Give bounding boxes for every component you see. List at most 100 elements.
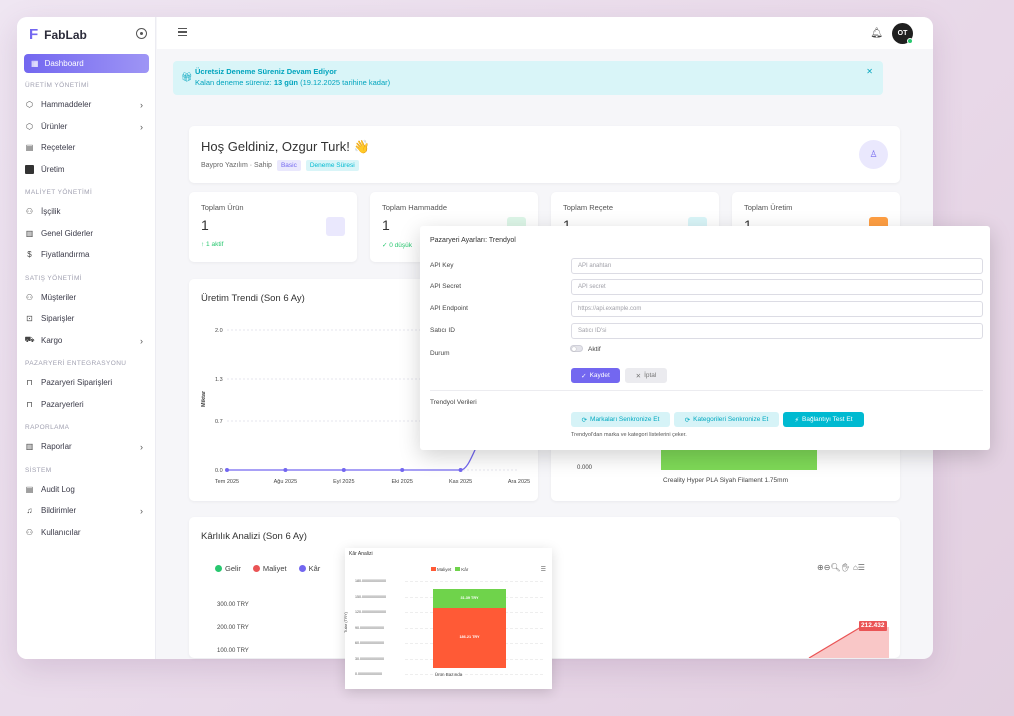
sidebar-item-audit-log[interactable]: ▤ Audit Log [24,479,149,501]
x-tick-label: Eki 2025 [391,479,412,485]
profit-title: Kârlılık Analizi (Son 6 Ay) [201,531,307,542]
sync-categories-label: Kategorileri Senkronize Et [693,416,769,423]
mini-title: Kâr Analizi [349,551,373,557]
active-toggle[interactable] [570,345,583,352]
sidebar-item-genel-giderler[interactable]: ▥ Genel Giderler [24,223,149,245]
alert-text: Kalan deneme süreniz: 13 gün (19.12.2025… [195,78,390,87]
refresh-icon: ⟳ [581,416,588,424]
menu-icon[interactable]: ☰ [540,567,546,573]
stat-icon [326,217,345,236]
save-button[interactable]: ✓ Kaydet [571,368,620,383]
sidebar-item-label: Genel Giderler [41,228,94,238]
factory-icon [25,164,34,174]
sidebar-item-label: Kargo [41,335,63,345]
mini-y-tick: 60.000000000000 [355,641,384,645]
stat-value: 1 [744,217,752,233]
seller-id-input[interactable]: Satıcı ID'si [571,323,983,339]
bell-icon: ♫ [26,506,33,516]
store-icon: ⊓ [26,399,33,409]
bell-icon[interactable]: 🔔︎ [870,28,883,39]
mini-y-tick: 150.000000000000 [355,594,386,599]
sidebar-item-pazaryeri-siparisleri[interactable]: ⊓ Pazaryeri Siparişleri [24,372,149,394]
modal-title: Pazaryeri Ayarları: Trendyol [430,237,516,244]
trial-alert: 🎁︎ Ücretsiz Deneme Süreniz Devam Ediyor … [173,61,883,95]
field-label: API Key [430,262,454,269]
logo-name: FabLab [44,27,87,42]
field-label: Satıcı ID [430,327,455,334]
sidebar-item-kullanicilar[interactable]: ⚇ Kullanıcılar [24,522,149,544]
sidebar-item-label: Dashboard [44,59,84,68]
x-tick-label: Ağu 2025 [274,479,298,485]
data-point[interactable] [341,468,346,472]
chevron-right-icon: › [140,100,143,110]
sidebar-item-receteler[interactable]: ▤ Reçeteler [24,137,149,159]
cost-bar [433,608,506,668]
field-row: API Key API anahtarı [430,258,983,274]
sync-categories-button[interactable]: ⟳ Kategorileri Senkronize Et [674,412,779,427]
alert-suffix: (19.12.2025 tarihine kadar) [297,78,391,87]
legend-maliyet[interactable]: Maliyet [252,564,287,573]
data-point[interactable] [283,468,288,472]
sidebar-item-label: Fiyatlandırma [41,250,90,260]
sidebar-item-urunler[interactable]: ⬡ Ürünler › [24,116,149,138]
api-endpoint-input[interactable]: https://api.example.com [571,301,983,317]
test-connection-button[interactable]: ⚡︎ Bağlantıyı Test Et [783,412,864,427]
api-secret-input[interactable]: API secret [571,279,983,295]
cost-line [808,626,862,658]
sidebar-item-raporlar[interactable]: ▥ Raporlar › [24,436,149,458]
mini-y-tick: 30.000000000000 [355,656,384,661]
menu-icon[interactable] [178,28,187,38]
sidebar-item-bildirimler[interactable]: ♫ Bildirimler › [24,500,149,522]
trial-badge: Deneme Süresi [305,160,359,171]
x-tick-label: Eyl 2025 [333,479,354,485]
y-tick: 300.00 TRY [217,602,249,608]
plug-icon: ⚡︎ [794,416,800,424]
divider [430,390,983,391]
sidebar-item-dashboard[interactable]: ▦ Dashboard [24,54,149,73]
sidebar-item-kargo[interactable]: ⛟ Kargo › [24,330,149,352]
api-key-input[interactable]: API anahtarı [571,258,983,274]
y-tick: 200.00 TRY [217,625,249,631]
legend-kar[interactable]: Kâr [298,564,320,573]
chart-toolbar[interactable]: ⊕⊖🔍︎✋︎ ⌂☰ [817,563,865,572]
test-label: Bağlantıyı Test Et [802,416,853,423]
stat-label: Toplam Reçete [563,203,614,212]
data-point[interactable] [400,468,405,472]
grid-icon: ▦ [31,59,39,68]
y-tick-label: 0.0 [215,468,223,474]
sidebar-item-label: Reçeteler [41,143,76,153]
legend-gelir[interactable]: Gelir [215,564,241,573]
data-point[interactable] [225,468,229,472]
users-icon: ⚇ [25,207,34,217]
sidebar-item-label: Müşteriler [41,292,77,302]
sidebar-item-label: Pazaryerleri [41,399,84,409]
profit-area [808,621,889,658]
sidebar-item-fiyatlandirma[interactable]: $ Fiyatlandırma [24,244,149,266]
sidebar-item-musteriler[interactable]: ⚇ Müşteriler [24,287,149,309]
data-point[interactable] [458,468,463,472]
sidebar-item-label: Raporlar [41,442,72,452]
avatar[interactable]: OT [892,23,913,44]
field-label: API Secret [430,283,462,290]
y-axis-label: Miktar [201,390,207,407]
chevron-right-icon: › [140,335,143,346]
trend-chart: 0.0 0.7 1.3 2.0 Miktar Tem 2025 Ağu 2025 Eyl 20… [201,328,530,485]
sidebar-item-label: Üretim [41,164,65,174]
cancel-button[interactable]: ✕ İptal [625,368,667,383]
sync-brands-button[interactable]: ⟳ Markaları Senkronize Et [571,412,670,427]
sidebar-toggle-icon[interactable] [136,28,147,39]
close-icon[interactable]: ✕ [866,67,873,76]
stat-label: Toplam Hammadde [382,203,448,212]
field-row: Satıcı ID Satıcı ID'si [430,323,983,339]
avatar-initials: OT [897,30,908,37]
stat-label: Toplam Üretim [744,203,793,212]
logo[interactable]: F FabLab [29,26,87,43]
sidebar-item-uretim[interactable]: Üretim [24,159,149,181]
profit-bar-label: 31.39 TRY [460,596,479,600]
sidebar-item-siparisler[interactable]: ⊡ Siparişler [24,308,149,330]
sidebar-item-hammaddeler[interactable]: ⬡ Hammaddeler › [24,94,149,116]
sidebar-item-pazaryerleri[interactable]: ⊓ Pazaryerleri [24,394,149,416]
profit-analysis-popup: Kâr Analizi Maliyet Kâr ☰ 180.0000000000… [343,548,552,689]
sidebar-item-iscilik[interactable]: ⚇ İşçilik [24,201,149,223]
customers-icon: ⚇ [25,292,34,302]
